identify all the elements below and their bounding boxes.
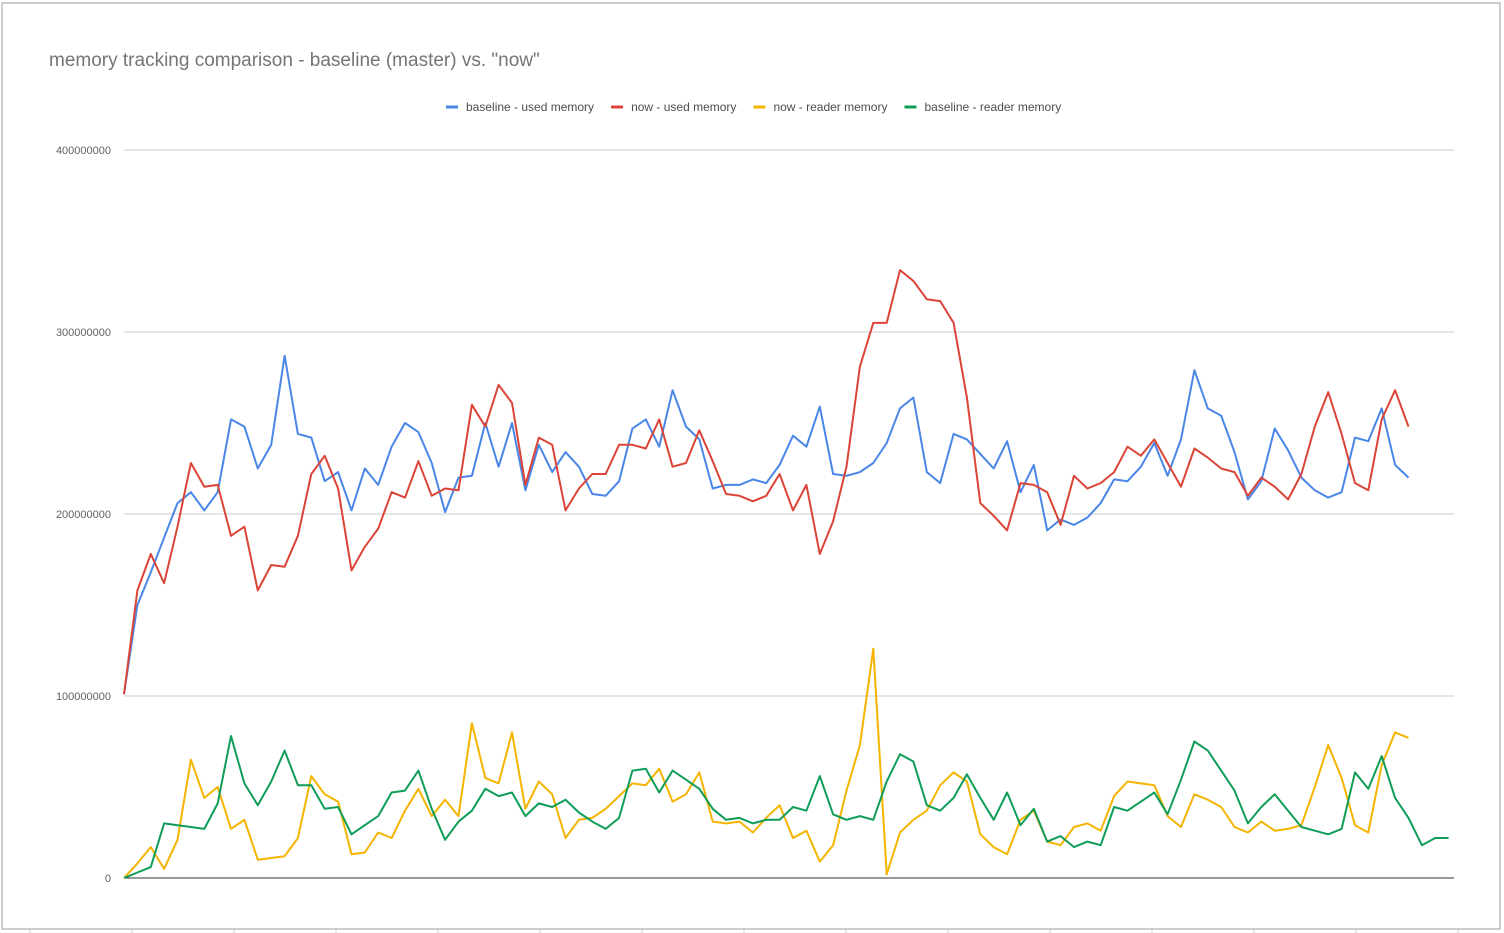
series-line-baseline-reader-memory <box>123 735 1449 879</box>
series-line-baseline-used-memory <box>123 354 1410 695</box>
y-tick-label: 200000000 <box>56 509 111 521</box>
y-axis-ticks: 0 100000000 200000000 300000000 400000000 <box>56 145 111 885</box>
series-layer <box>123 269 1449 879</box>
legend-label: now - reader memory <box>773 100 887 114</box>
y-tick-label: 100000000 <box>56 691 111 703</box>
series-line-now-used-memory <box>123 269 1410 695</box>
legend-label: now - used memory <box>631 100 736 114</box>
series-line-now-reader-memory <box>123 647 1409 879</box>
y-tick-label: 0 <box>105 873 111 885</box>
legend: baseline - used memory now - used memory n… <box>446 100 1061 114</box>
y-tick-label: 400000000 <box>56 145 111 157</box>
legend-label: baseline - reader memory <box>924 100 1061 114</box>
chart-title: memory tracking comparison - baseline (m… <box>49 50 540 71</box>
spreadsheet-background-grid <box>29 929 1459 933</box>
legend-label: baseline - used memory <box>466 100 594 114</box>
y-tick-label: 300000000 <box>56 327 111 339</box>
gridlines <box>124 149 1454 879</box>
